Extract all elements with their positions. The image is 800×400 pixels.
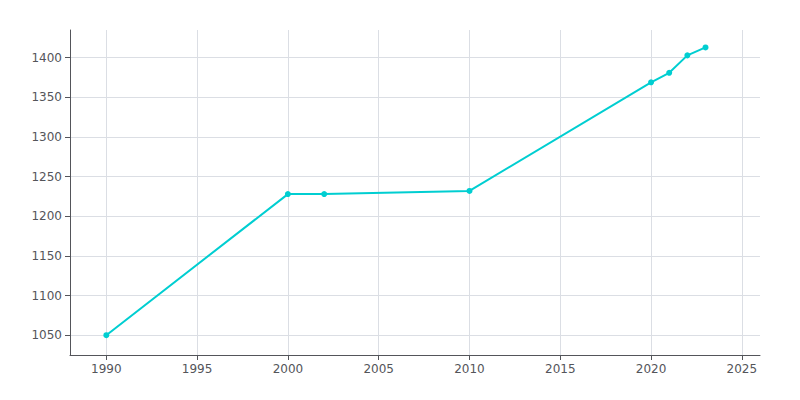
svg-text:1200: 1200 xyxy=(31,209,62,223)
svg-text:2000: 2000 xyxy=(273,362,304,376)
svg-text:1400: 1400 xyxy=(31,51,62,65)
svg-text:1350: 1350 xyxy=(31,90,62,104)
svg-text:1150: 1150 xyxy=(31,249,62,263)
svg-text:1050: 1050 xyxy=(31,328,62,342)
svg-text:1300: 1300 xyxy=(31,130,62,144)
svg-text:1250: 1250 xyxy=(31,170,62,184)
svg-text:2010: 2010 xyxy=(454,362,485,376)
svg-text:2025: 2025 xyxy=(727,362,758,376)
svg-text:1995: 1995 xyxy=(182,362,213,376)
svg-text:1100: 1100 xyxy=(31,289,62,303)
svg-text:2020: 2020 xyxy=(636,362,667,376)
svg-text:2015: 2015 xyxy=(545,362,576,376)
svg-text:1990: 1990 xyxy=(91,362,122,376)
svg-text:2005: 2005 xyxy=(363,362,394,376)
